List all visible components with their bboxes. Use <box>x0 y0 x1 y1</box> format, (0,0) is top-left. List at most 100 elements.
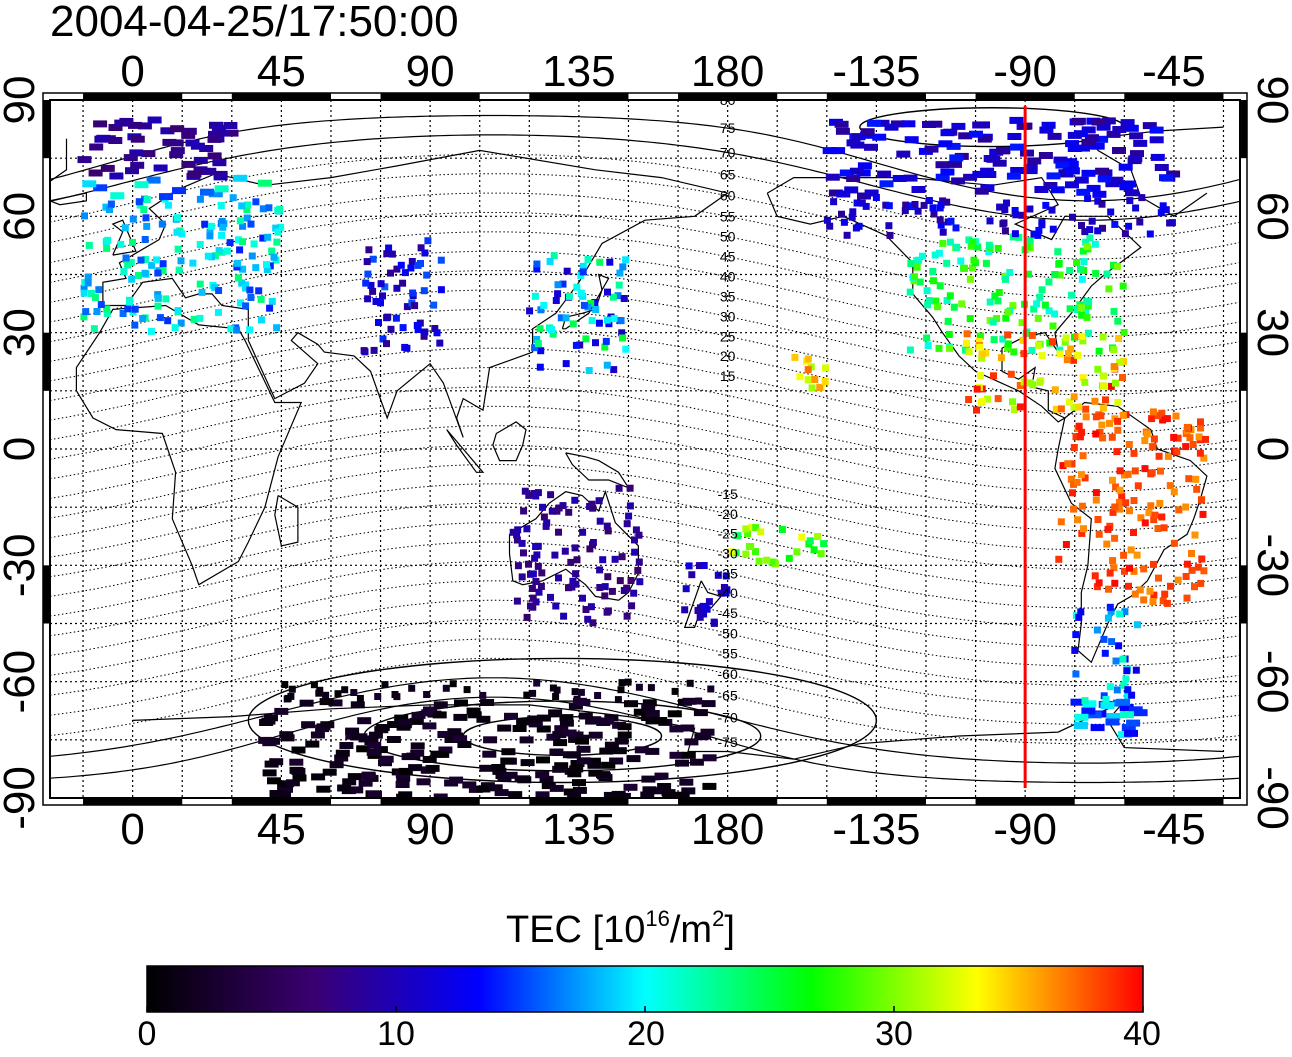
magnetic-latitude-label: 25 <box>720 328 736 344</box>
tec-data-point <box>587 761 602 769</box>
magnetic-latitude-line <box>50 328 1240 415</box>
tec-data-point <box>973 406 980 414</box>
tec-data-point <box>301 721 316 729</box>
tec-data-point <box>1099 333 1107 341</box>
tec-data-point <box>1142 122 1157 130</box>
tec-data-point <box>206 232 214 240</box>
tec-data-point <box>1079 337 1087 345</box>
tec-data-point <box>1064 460 1072 468</box>
magnetic-latitude-line <box>50 270 1240 357</box>
tec-data-point <box>130 161 145 169</box>
tec-data-point <box>710 618 718 626</box>
tec-data-point <box>375 319 382 326</box>
tec-data-point <box>368 731 383 739</box>
tec-data-point <box>1129 132 1144 140</box>
tec-data-point <box>1092 489 1100 497</box>
tec-data-point <box>381 681 389 689</box>
tec-data-point <box>937 221 945 229</box>
coastline <box>561 273 610 330</box>
tec-data-point <box>582 606 590 613</box>
tec-data-point <box>1081 228 1089 236</box>
tec-data-point <box>437 731 452 738</box>
tec-data-point <box>153 164 168 172</box>
tec-data-point <box>1154 525 1162 532</box>
tec-data-point <box>117 240 125 248</box>
tec-data-point <box>442 684 450 692</box>
tec-data-point <box>501 748 516 756</box>
tec-data-point <box>364 738 379 746</box>
tec-data-point <box>1116 698 1131 706</box>
magnetic-latitude-label: -65 <box>718 687 738 703</box>
magnetic-latitude-label: -70 <box>718 709 738 725</box>
tec-data-point <box>227 325 235 333</box>
tec-data-point <box>1130 150 1144 158</box>
border-block-top <box>83 93 183 100</box>
tec-data-point <box>520 759 535 767</box>
tec-data-point <box>727 548 735 556</box>
tec-data-point <box>680 724 695 732</box>
tec-data-point <box>1051 271 1059 278</box>
tec-data-point <box>93 184 108 192</box>
tec-data-point <box>234 274 242 282</box>
tec-data-point <box>234 259 242 267</box>
right-axis-label: 30 <box>1248 308 1292 357</box>
tec-data-point <box>969 130 983 138</box>
tec-data-point <box>387 721 402 728</box>
tec-data-point <box>100 164 115 172</box>
tec-data-point <box>645 747 660 755</box>
tec-data-point <box>1069 213 1076 221</box>
tec-data-point <box>1067 131 1082 139</box>
tec-data-point <box>1107 208 1115 216</box>
left-axis-label: 0 <box>0 437 44 461</box>
tec-data-point <box>864 143 878 151</box>
tec-data-point <box>1096 123 1111 131</box>
tec-data-point <box>1109 476 1116 484</box>
tec-data-point <box>365 246 373 254</box>
tec-data-point <box>857 162 872 170</box>
tec-data-point <box>920 201 928 209</box>
tec-data-point <box>589 504 597 512</box>
tec-data-point <box>1108 638 1116 646</box>
tec-data-point <box>604 741 619 749</box>
tec-data-point <box>1028 346 1036 354</box>
tec-data-point <box>609 293 617 301</box>
tec-data-point <box>1085 134 1099 142</box>
tec-data-point <box>178 230 186 238</box>
coastline <box>75 304 303 586</box>
tec-data-point <box>622 256 630 264</box>
tec-data-point <box>1063 356 1071 364</box>
tec-data-point <box>131 321 139 329</box>
tec-data-point <box>924 301 932 309</box>
tec-data-point <box>1103 270 1111 278</box>
tec-data-point <box>1004 340 1012 348</box>
tec-data-point <box>128 121 142 129</box>
tec-data-point <box>555 504 563 512</box>
tec-data-point <box>567 770 582 778</box>
tec-data-point <box>536 325 544 333</box>
tec-data-point <box>432 711 447 719</box>
tec-data-point <box>996 203 1004 211</box>
tec-data-point <box>139 315 147 322</box>
tec-data-point <box>1028 331 1036 339</box>
tec-data-point <box>997 354 1005 362</box>
top-axis-label: -45 <box>1142 47 1206 96</box>
tec-data-point <box>929 268 937 275</box>
tec-data-point <box>1147 502 1155 510</box>
tec-data-point <box>1163 415 1171 423</box>
tec-data-point <box>1093 583 1101 591</box>
tec-data-point <box>603 361 611 369</box>
coastline <box>446 429 485 473</box>
tec-data-point <box>1081 697 1089 705</box>
tec-data-point <box>528 585 536 592</box>
tec-data-point <box>826 222 834 230</box>
tec-data-point <box>1102 396 1109 404</box>
tec-data-point <box>388 250 396 258</box>
tec-data-point <box>1034 314 1042 322</box>
tec-data-point <box>407 264 415 272</box>
coastline <box>1054 401 1208 664</box>
tec-data-point <box>147 327 155 335</box>
tec-data-point <box>924 145 939 153</box>
tec-data-point <box>77 156 92 164</box>
map-border <box>49 99 1241 799</box>
tec-data-point <box>618 679 626 687</box>
